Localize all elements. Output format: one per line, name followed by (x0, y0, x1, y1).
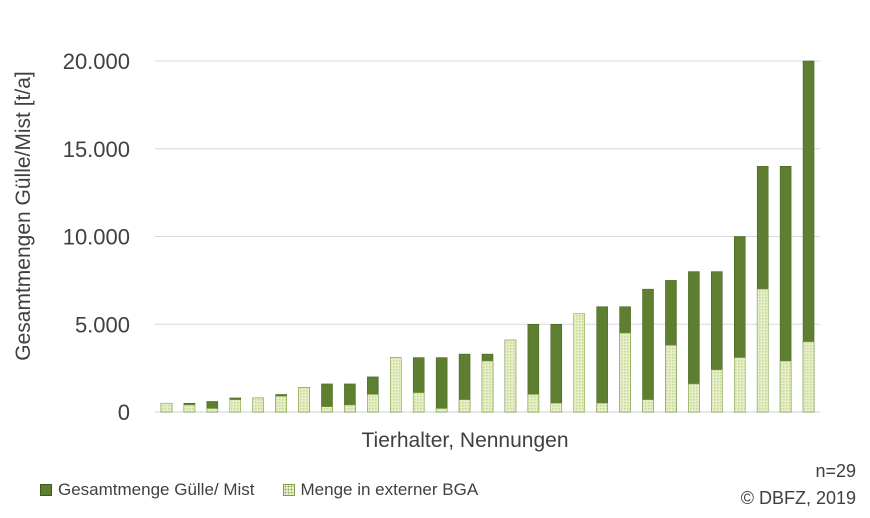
bar-total (642, 288, 654, 413)
bar-external-bga (252, 397, 264, 413)
legend-swatch-total (40, 484, 52, 496)
legend-item-total: Gesamtmenge Gülle/ Mist (40, 480, 255, 500)
legend-label-external-bga: Menge in externer BGA (300, 480, 479, 499)
bar-external-bga (367, 394, 379, 413)
bar-external-bga (435, 408, 448, 413)
bar-external-bga (206, 408, 219, 413)
sample-size-note: n=29 (815, 461, 856, 481)
bar-external-bga (527, 394, 540, 413)
y-tick-label: 5.000 (75, 312, 130, 337)
bar-external-bga (711, 369, 723, 413)
y-axis-title: Gesamtmengen Gülle/Mist [t/a] (12, 71, 35, 360)
y-tick-label: 10.000 (63, 225, 130, 250)
bar-external-bga (756, 288, 769, 413)
bar-external-bga (390, 357, 402, 413)
y-tick-label: 0 (118, 400, 130, 425)
bar-external-bga (550, 402, 563, 413)
legend-item-external-bga: Menge in externer BGA (282, 480, 479, 500)
bar-external-bga (802, 341, 815, 413)
bar-external-bga (481, 360, 494, 413)
bar-external-bga (642, 399, 654, 413)
bar-external-bga (504, 339, 517, 413)
gridlines (155, 60, 820, 413)
legend: Gesamtmenge Gülle/ Mist Menge in externe… (40, 480, 506, 500)
bar-external-bga (733, 357, 746, 413)
bar-external-bga (412, 392, 425, 413)
legend-swatch-external-bga (282, 484, 295, 496)
y-tick-label: 15.000 (63, 137, 130, 162)
bar-external-bga (458, 399, 471, 413)
bar-external-bga (779, 360, 792, 413)
x-axis-title: Tierhalter, Nennungen (361, 429, 568, 452)
bar-external-bga (275, 395, 287, 413)
y-tick-label: 20.000 (63, 49, 130, 74)
bar-external-bga (321, 406, 333, 413)
bar-external-bga (665, 345, 677, 413)
copyright-note: © DBFZ, 2019 (740, 488, 856, 508)
bar-external-bga (573, 313, 585, 413)
bar-total (550, 324, 563, 413)
bar-total (435, 357, 448, 413)
bar-external-bga (298, 387, 310, 413)
bar-external-bga (596, 402, 608, 413)
bar-external-bga (229, 399, 242, 413)
legend-label-total: Gesamtmenge Gülle/ Mist (58, 480, 255, 499)
y-tick-labels: 0 5.000 10.000 15.000 20.000 (63, 49, 130, 425)
bars (160, 60, 815, 413)
bar-external-bga (344, 404, 356, 413)
bar-external-bga (619, 332, 631, 413)
bar-external-bga (688, 383, 700, 413)
bar-external-bga (160, 402, 173, 413)
bar-total (596, 306, 608, 413)
bar-external-bga (183, 404, 196, 413)
